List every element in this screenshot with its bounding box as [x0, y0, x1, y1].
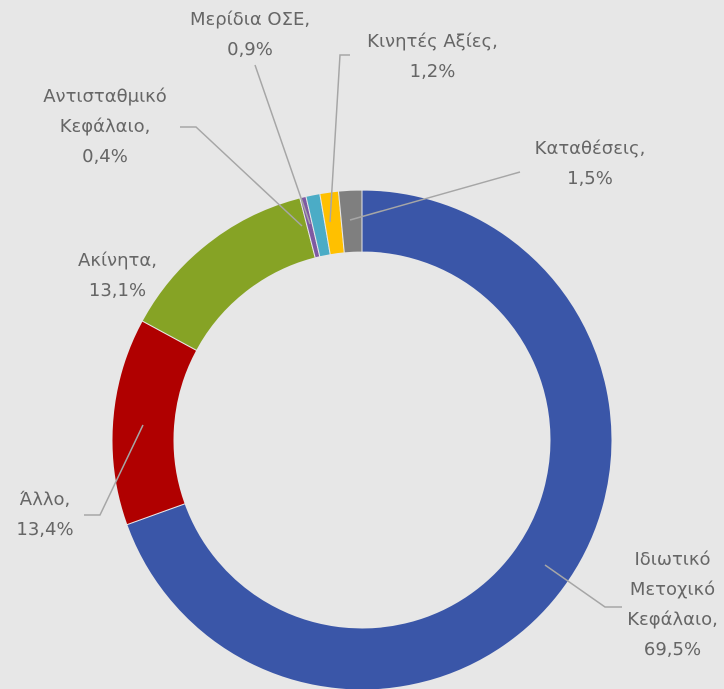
- data-label: Αντισταθμικό Κεφάλαιο, 0,4%: [25, 82, 185, 172]
- data-label: Μερίδια ΟΣΕ, 0,9%: [170, 5, 330, 65]
- value-label: 13,4%: [16, 519, 74, 540]
- slice: [111, 320, 198, 526]
- value-label: 1,2%: [409, 61, 456, 82]
- slice: [126, 189, 613, 689]
- value-label: 1,5%: [567, 168, 613, 189]
- slices: [111, 189, 613, 689]
- category-label: Ακίνητα,: [78, 250, 157, 271]
- category-label: Κινητές Αξίες,: [367, 31, 498, 52]
- value-label: 0,9%: [227, 39, 273, 60]
- slice: [337, 189, 363, 254]
- leader-lines: [84, 54, 622, 608]
- category-label: Μερίδια ΟΣΕ,: [189, 9, 311, 30]
- leader-line: [84, 424, 144, 516]
- data-label: Καταθέσεις, 1,5%: [520, 134, 660, 194]
- leader-line: [544, 564, 622, 608]
- leader-line: [254, 64, 311, 225]
- leader-line: [329, 54, 350, 223]
- value-label: 13,1%: [88, 280, 147, 301]
- category-label: Άλλο,: [19, 489, 71, 510]
- category-label: Καταθέσεις,: [534, 138, 646, 159]
- category-label: Αντισταθμικό Κεφάλαιο,: [43, 86, 167, 137]
- data-label: Κινητές Αξίες, 1,2%: [350, 27, 515, 87]
- data-label: Άλλο, 13,4%: [0, 485, 90, 545]
- leader-line: [180, 126, 303, 227]
- data-label: Ακίνητα, 13,1%: [60, 246, 175, 306]
- value-label: 69,5%: [643, 639, 702, 660]
- leader-line: [349, 171, 521, 221]
- data-label: Ιδιωτικό Μετοχικό Κεφάλαιο, 69,5%: [615, 545, 724, 665]
- category-label: Ιδιωτικό Μετοχικό Κεφάλαιο,: [627, 549, 718, 630]
- value-label: 0,4%: [82, 146, 128, 167]
